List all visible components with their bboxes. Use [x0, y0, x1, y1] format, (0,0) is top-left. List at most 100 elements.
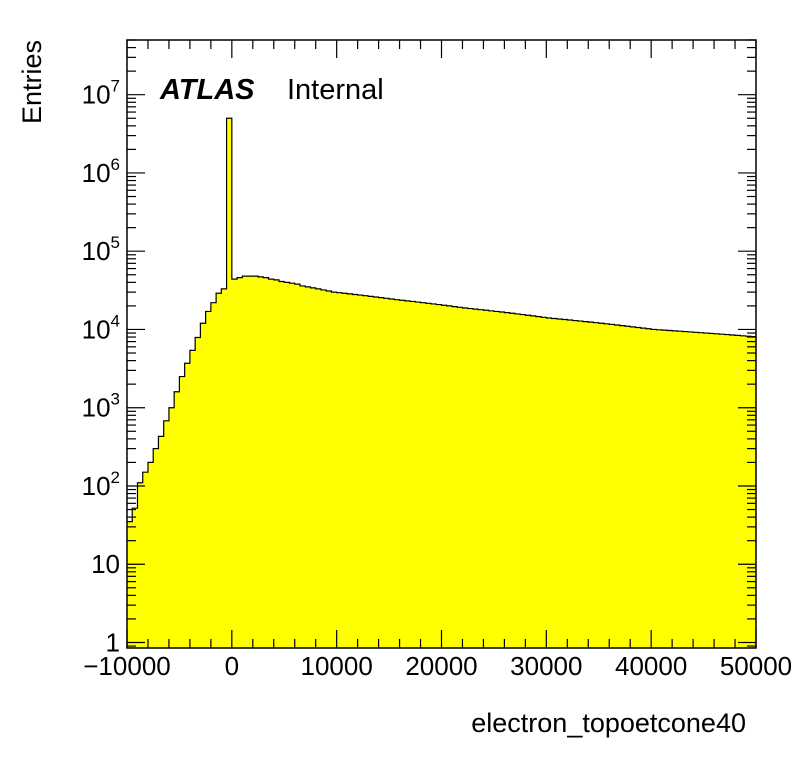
histogram-bin — [168, 407, 175, 648]
histogram-bin — [624, 326, 631, 648]
histogram-bin — [404, 300, 411, 648]
histogram-bin — [661, 330, 668, 648]
histogram-bin — [682, 331, 689, 648]
histogram-bin — [237, 277, 243, 648]
histogram-bin — [258, 276, 264, 648]
histogram-bin — [252, 276, 259, 648]
histogram-bin — [520, 314, 526, 648]
histogram-bin — [415, 302, 421, 648]
histogram-bin — [687, 331, 694, 648]
histogram-bin — [572, 320, 579, 648]
histogram-bin — [609, 324, 615, 648]
y-tick-label: 102 — [82, 468, 120, 501]
histogram-bin — [231, 279, 238, 648]
histogram-bin — [127, 521, 133, 648]
histogram-bin — [326, 291, 332, 648]
histogram-bin — [425, 303, 432, 648]
y-tick-label: 106 — [82, 155, 120, 188]
histogram-bin — [216, 293, 222, 648]
histogram-bin — [478, 309, 484, 648]
x-tick-label: 30000 — [510, 651, 582, 681]
histogram-bin — [583, 321, 589, 648]
histogram-bin — [677, 331, 684, 648]
histogram-bin — [389, 299, 395, 648]
histogram-bin — [535, 316, 542, 648]
histogram-bin — [619, 325, 626, 648]
histogram-bin — [242, 276, 248, 648]
histogram-bin — [347, 293, 353, 648]
internal-label: Internal — [287, 74, 384, 106]
histogram-bin — [630, 326, 636, 648]
histogram-bin — [205, 311, 212, 648]
histogram-bin — [410, 301, 416, 648]
histogram-bin — [672, 330, 678, 648]
histogram-bin — [556, 319, 563, 648]
histogram-bin — [693, 332, 699, 648]
histogram-bin — [226, 118, 233, 648]
histogram-bin — [698, 332, 704, 648]
histogram-bin — [336, 292, 343, 648]
histogram-bin — [383, 298, 390, 648]
histogram-bin — [184, 363, 191, 648]
histogram-bin — [378, 297, 385, 648]
histogram-bin — [279, 281, 285, 648]
histogram-bin — [305, 286, 311, 648]
histogram-bin — [341, 293, 348, 648]
y-tick-label: 107 — [82, 77, 120, 110]
histogram-bin — [132, 508, 138, 648]
histogram-bin — [268, 279, 275, 648]
x-tick-label: 40000 — [615, 651, 687, 681]
histogram-bin — [399, 300, 406, 648]
histogram-bin — [147, 462, 154, 648]
histogram-bin — [546, 318, 552, 648]
histogram-bin — [541, 317, 547, 648]
histogram-bin — [174, 391, 180, 648]
histogram-outline — [127, 117, 756, 523]
histogram-bin — [189, 350, 196, 648]
histogram-bin — [603, 323, 610, 648]
x-tick-label: 0 — [225, 651, 239, 681]
histogram-bin — [640, 328, 647, 648]
histogram-bin — [588, 322, 594, 648]
x-tick-label: 20000 — [405, 651, 477, 681]
histogram-bin — [263, 277, 269, 648]
histogram-bin — [729, 334, 736, 648]
histogram-bin — [530, 315, 537, 648]
histogram-bin — [488, 310, 495, 648]
histogram-bin — [451, 306, 458, 648]
histogram-bin — [567, 320, 573, 648]
axis-ticks — [126, 39, 757, 648]
atlas-label: ATLAS — [159, 74, 255, 106]
histogram-bin — [745, 336, 752, 648]
histogram-bin — [635, 327, 642, 648]
histogram-bin — [708, 333, 715, 648]
x-tick-label: 10000 — [301, 651, 373, 681]
histogram-bin — [645, 328, 652, 648]
histogram-bin — [362, 295, 369, 648]
histogram-bin — [221, 288, 227, 648]
histogram-bin — [514, 313, 521, 648]
y-axis-title: Entries — [17, 40, 47, 124]
histogram-bin — [441, 305, 448, 648]
histogram-bin — [714, 333, 720, 648]
histogram-bin — [247, 276, 254, 648]
histogram-bin — [472, 309, 479, 648]
histogram-bin — [446, 305, 453, 648]
histogram-bin — [562, 319, 568, 648]
histogram-bin — [493, 311, 500, 648]
y-tick-labels: 1 10 102 103 104 105 106 107 — [82, 77, 120, 658]
histogram-bin — [750, 336, 757, 648]
histogram-bin — [666, 330, 673, 648]
histogram-bin — [499, 312, 505, 648]
histogram-bin — [551, 318, 558, 648]
histogram-bin — [179, 376, 186, 648]
histogram-bin — [740, 335, 746, 648]
histogram-bin — [577, 321, 584, 648]
histogram-bin — [163, 420, 170, 648]
y-tick-label: 1 — [106, 627, 120, 657]
histogram-bin — [289, 283, 296, 648]
y-tick-label: 103 — [82, 390, 120, 423]
histogram-bin — [352, 294, 359, 648]
histogram-bin — [436, 304, 442, 648]
